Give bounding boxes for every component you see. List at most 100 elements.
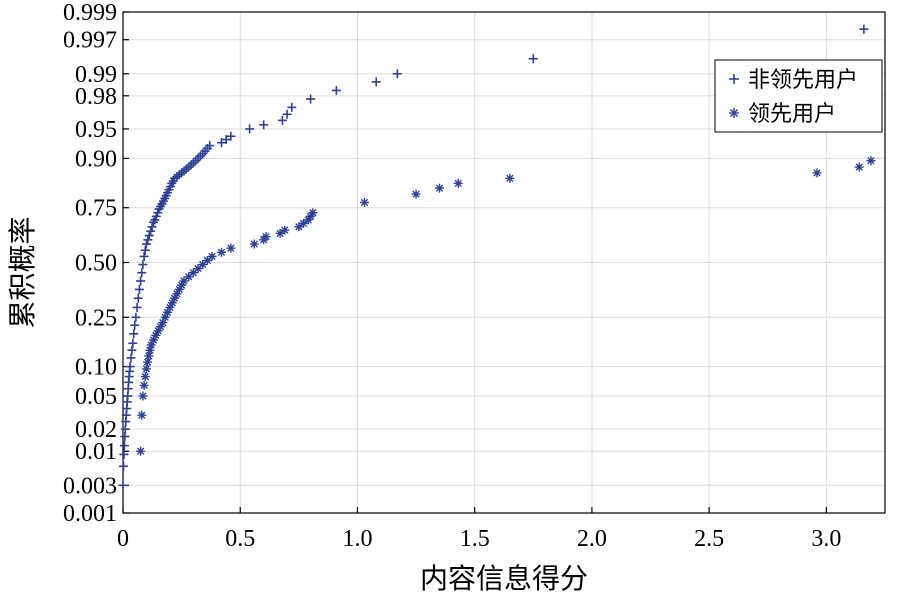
point-non-lead-user xyxy=(146,226,156,236)
y-tick-label: 0.10 xyxy=(75,355,117,381)
point-non-lead-user xyxy=(186,160,196,170)
point-non-lead-user xyxy=(141,239,151,249)
y-tick-label: 0.01 xyxy=(75,439,117,465)
point-lead-user xyxy=(435,183,445,193)
legend-marker-plus xyxy=(729,74,739,84)
y-tick-label: 0.25 xyxy=(75,305,117,331)
point-non-lead-user xyxy=(205,141,215,151)
y-tick-label: 0.90 xyxy=(75,146,117,172)
y-tick-label: 0.75 xyxy=(75,196,117,222)
point-lead-user xyxy=(137,410,147,420)
point-non-lead-user xyxy=(188,158,198,168)
x-tick-label: 3.0 xyxy=(811,526,841,552)
point-non-lead-user xyxy=(129,329,139,339)
point-non-lead-user xyxy=(144,231,154,241)
point-lead-user xyxy=(138,391,148,401)
point-lead-user xyxy=(866,156,876,166)
point-non-lead-user xyxy=(371,77,381,87)
point-lead-user xyxy=(854,162,864,172)
legend: 非领先用户 领先用户 xyxy=(714,59,883,133)
point-non-lead-user xyxy=(134,284,144,294)
point-non-lead-user xyxy=(143,235,153,245)
point-lead-user xyxy=(505,173,515,183)
point-non-lead-user xyxy=(287,102,297,112)
point-non-lead-user xyxy=(138,260,148,270)
y-tick-label: 0.02 xyxy=(75,417,117,443)
point-lead-user xyxy=(139,380,149,390)
point-lead-user xyxy=(294,222,304,232)
point-non-lead-user xyxy=(147,222,157,232)
point-non-lead-user xyxy=(126,353,136,363)
y-tick-label: 0.997 xyxy=(63,28,117,54)
point-non-lead-user xyxy=(118,480,128,490)
legend-entry-non-lead-users: 非领先用户 xyxy=(748,68,858,93)
x-tick-label: 2.0 xyxy=(577,526,607,552)
point-lead-user xyxy=(145,345,155,355)
point-non-lead-user xyxy=(136,276,146,286)
point-non-lead-user xyxy=(282,109,292,119)
point-lead-user xyxy=(359,197,369,207)
y-tick-label: 0.50 xyxy=(75,251,117,277)
point-lead-user xyxy=(141,364,151,374)
point-non-lead-user xyxy=(221,135,231,145)
point-lead-user xyxy=(812,168,822,178)
point-non-lead-user xyxy=(226,131,236,141)
x-tick-label: 2.5 xyxy=(694,526,724,552)
point-non-lead-user xyxy=(131,312,141,322)
point-non-lead-user xyxy=(132,302,142,312)
point-non-lead-user xyxy=(392,69,402,79)
point-non-lead-user xyxy=(140,245,150,255)
point-lead-user xyxy=(299,218,309,228)
point-non-lead-user xyxy=(120,424,130,434)
legend-box xyxy=(714,59,883,133)
point-non-lead-user xyxy=(259,120,269,130)
point-non-lead-user xyxy=(128,338,138,348)
point-lead-user xyxy=(411,189,421,199)
point-lead-user xyxy=(216,247,226,257)
point-non-lead-user xyxy=(859,24,869,34)
point-non-lead-user xyxy=(118,461,128,471)
point-lead-user xyxy=(188,268,198,278)
point-lead-user xyxy=(275,228,285,238)
y-tick-label: 0.98 xyxy=(75,84,117,110)
point-non-lead-user xyxy=(119,441,129,451)
x-tick-label: 0 xyxy=(117,526,129,552)
point-lead-user xyxy=(136,446,146,456)
y-tick-label: 0.99 xyxy=(75,62,117,88)
point-lead-user xyxy=(207,251,217,261)
point-lead-user xyxy=(453,178,463,188)
y-tick-label: 0.001 xyxy=(63,501,117,527)
point-lead-user xyxy=(280,225,290,235)
point-lead-user xyxy=(143,357,153,367)
point-non-lead-user xyxy=(130,320,140,330)
y-tick-label: 0.95 xyxy=(75,117,117,143)
point-non-lead-user xyxy=(119,449,129,459)
point-lead-user xyxy=(144,351,154,361)
point-non-lead-user xyxy=(306,94,316,104)
point-non-lead-user xyxy=(125,362,135,372)
point-lead-user xyxy=(140,372,150,382)
point-non-lead-user xyxy=(133,293,143,303)
point-lead-user xyxy=(308,208,318,218)
y-axis-title: 累积概率 xyxy=(6,216,39,328)
x-tick-label: 1.0 xyxy=(342,526,372,552)
legend-marker-star xyxy=(729,108,739,118)
point-non-lead-user xyxy=(331,85,341,95)
point-non-lead-user xyxy=(528,54,538,64)
point-non-lead-user xyxy=(137,268,147,278)
point-lead-user xyxy=(226,243,236,253)
point-non-lead-user xyxy=(245,124,255,134)
point-lead-user xyxy=(261,232,271,242)
data-points xyxy=(118,24,876,490)
legend-entry-lead-users: 领先用户 xyxy=(748,102,836,127)
y-tick-label: 0.003 xyxy=(63,473,117,499)
x-tick-label: 0.5 xyxy=(225,526,255,552)
point-non-lead-user xyxy=(127,345,137,355)
x-ticks: 0 0.5 1.0 1.5 2.0 2.5 3.0 xyxy=(117,507,841,552)
y-tick-label: 0.05 xyxy=(75,384,117,410)
point-non-lead-user xyxy=(216,138,226,148)
point-non-lead-user xyxy=(139,251,149,261)
